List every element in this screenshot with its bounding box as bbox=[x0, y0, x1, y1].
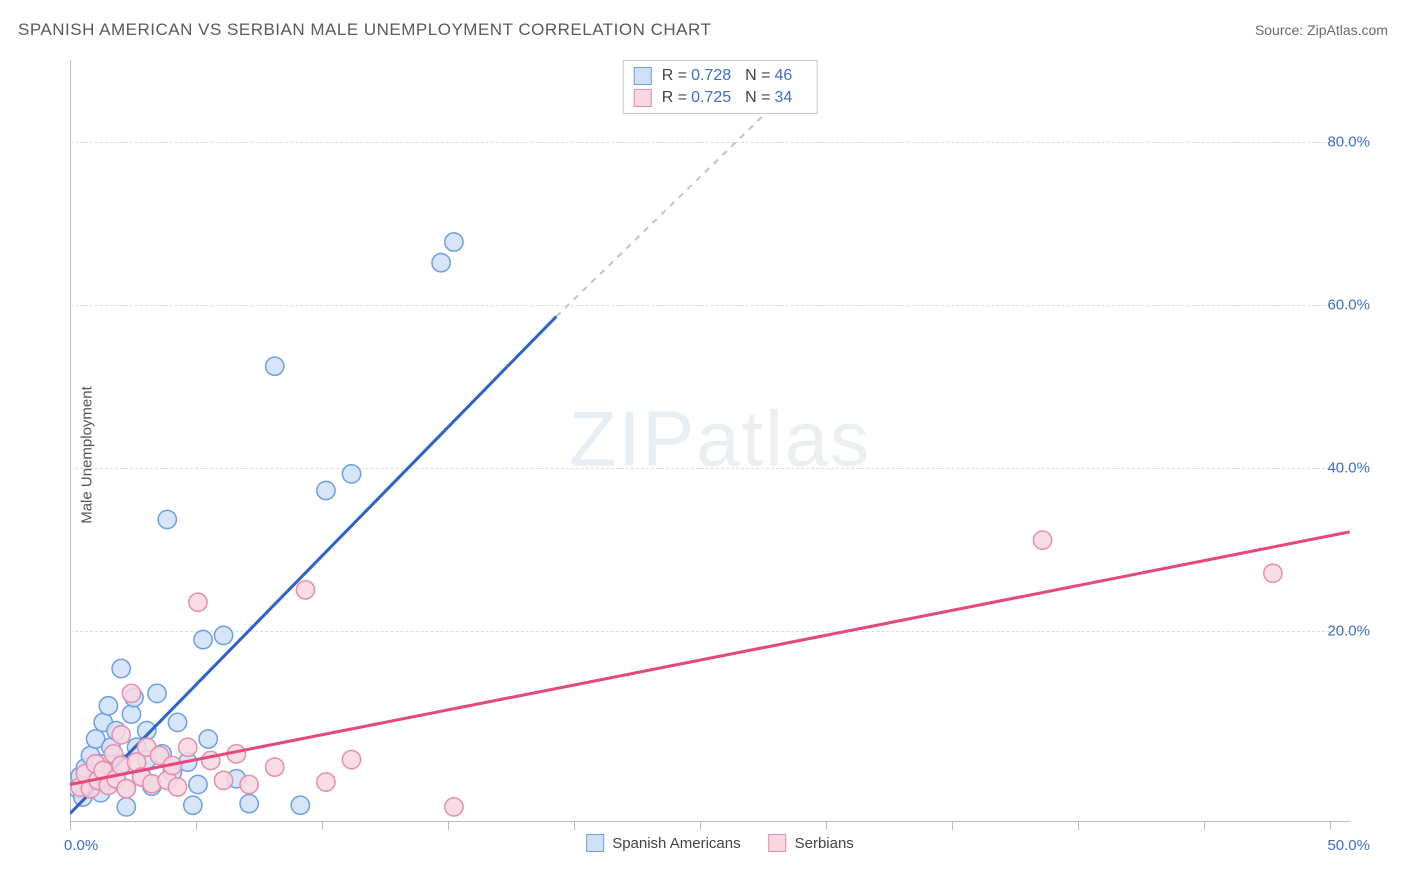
scatter-point bbox=[189, 593, 207, 611]
scatter-point bbox=[168, 778, 186, 796]
stats-r-0: R =0.728N =46 bbox=[662, 67, 807, 85]
scatter-svg bbox=[70, 60, 1370, 850]
scatter-point bbox=[122, 705, 140, 723]
chart-header: SPANISH AMERICAN VS SERBIAN MALE UNEMPLO… bbox=[18, 20, 1388, 40]
scatter-point bbox=[122, 684, 140, 702]
legend-item-1: Serbians bbox=[769, 834, 854, 852]
stats-swatch-0 bbox=[634, 67, 652, 85]
scatter-point bbox=[1264, 564, 1282, 582]
stats-row-series-1: R =0.725N =34 bbox=[634, 87, 807, 109]
legend-swatch-1 bbox=[769, 834, 787, 852]
scatter-point bbox=[291, 796, 309, 814]
stats-swatch-1 bbox=[634, 89, 652, 107]
scatter-point bbox=[445, 798, 463, 816]
legend-item-0: Spanish Americans bbox=[586, 834, 740, 852]
scatter-point bbox=[240, 775, 258, 793]
scatter-point bbox=[240, 794, 258, 812]
scatter-point bbox=[432, 254, 450, 272]
scatter-point bbox=[194, 630, 212, 648]
plot-area: ZIPatlas 20.0%40.0%60.0%80.0% R =0.728N … bbox=[70, 60, 1370, 850]
scatter-point bbox=[112, 659, 130, 677]
chart-source: Source: ZipAtlas.com bbox=[1255, 22, 1388, 38]
stats-row-series-0: R =0.728N =46 bbox=[634, 65, 807, 87]
scatter-point bbox=[117, 798, 135, 816]
scatter-point bbox=[1033, 531, 1051, 549]
scatter-point bbox=[266, 758, 284, 776]
x-tick-label-min: 0.0% bbox=[64, 837, 98, 854]
correlation-stats-box: R =0.728N =46 R =0.725N =34 bbox=[623, 60, 818, 114]
x-tick-label-max: 50.0% bbox=[1327, 837, 1370, 854]
trend-line bbox=[70, 532, 1350, 785]
chart-title: SPANISH AMERICAN VS SERBIAN MALE UNEMPLO… bbox=[18, 20, 711, 40]
legend-swatch-0 bbox=[586, 834, 604, 852]
scatter-point bbox=[117, 780, 135, 798]
scatter-point bbox=[266, 357, 284, 375]
scatter-point bbox=[214, 771, 232, 789]
scatter-point bbox=[179, 738, 197, 756]
scatter-point bbox=[342, 751, 360, 769]
legend: Spanish Americans Serbians bbox=[586, 834, 854, 852]
scatter-point bbox=[168, 713, 186, 731]
scatter-point bbox=[148, 684, 166, 702]
scatter-point bbox=[214, 626, 232, 644]
scatter-point bbox=[99, 697, 117, 715]
scatter-point bbox=[189, 775, 207, 793]
legend-label-0: Spanish Americans bbox=[612, 835, 740, 852]
stats-r-1: R =0.725N =34 bbox=[662, 89, 807, 107]
scatter-point bbox=[296, 581, 314, 599]
scatter-point bbox=[317, 773, 335, 791]
chart-container: Male Unemployment ZIPatlas 20.0%40.0%60.… bbox=[50, 60, 1390, 850]
scatter-point bbox=[445, 233, 463, 251]
scatter-point bbox=[342, 465, 360, 483]
scatter-point bbox=[112, 726, 130, 744]
scatter-point bbox=[317, 481, 335, 499]
legend-label-1: Serbians bbox=[795, 835, 854, 852]
scatter-point bbox=[158, 510, 176, 528]
scatter-point bbox=[199, 730, 217, 748]
scatter-point bbox=[184, 796, 202, 814]
